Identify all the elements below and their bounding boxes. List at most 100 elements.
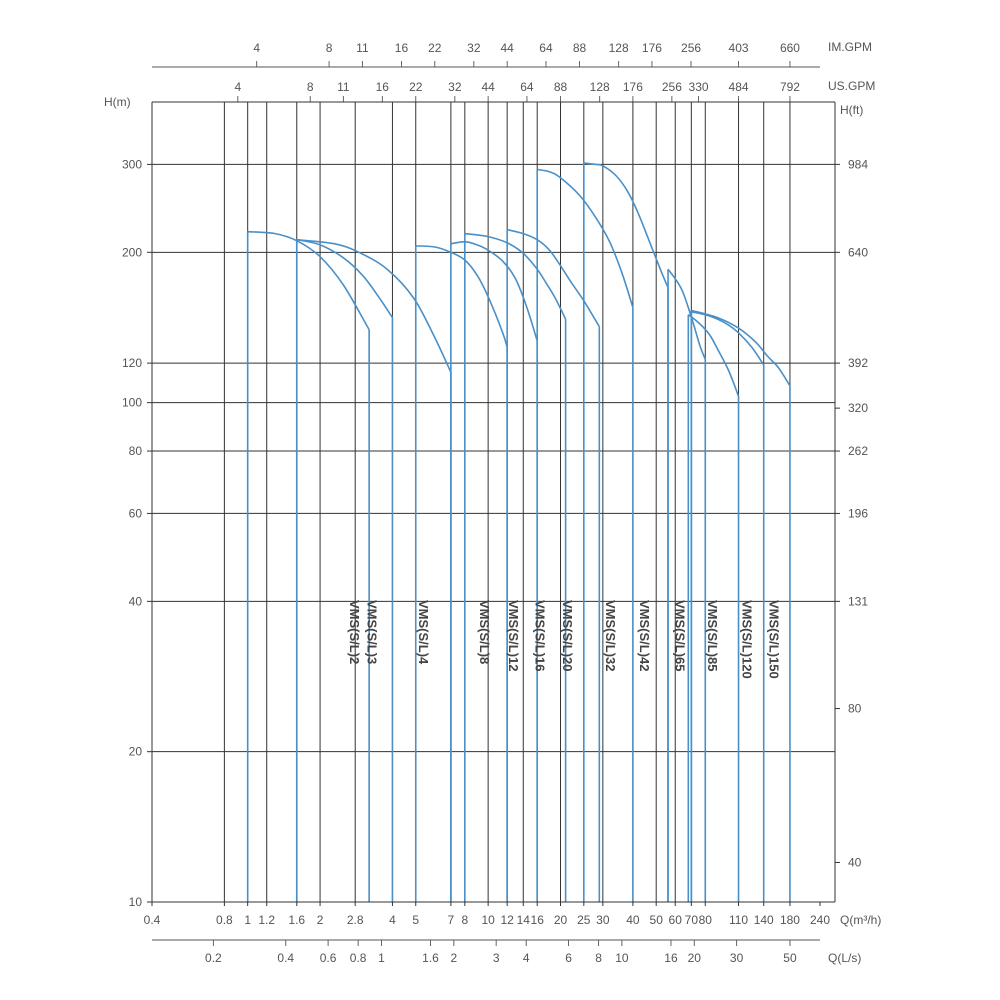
x-tick-label: 60 bbox=[669, 913, 683, 927]
usgpm-tick-label: 176 bbox=[623, 80, 643, 94]
curve-vms-s-l-2 bbox=[247, 230, 370, 331]
model-label: VMS(S/L)120 bbox=[740, 600, 755, 679]
x-tick-label: 2.8 bbox=[347, 913, 364, 927]
usgpm-tick-label: 8 bbox=[307, 80, 314, 94]
x-tick-label: 110 bbox=[729, 913, 748, 927]
x-tick-label: 25 bbox=[577, 913, 591, 927]
curve-vms-s-l-16 bbox=[464, 232, 567, 320]
ls-tick-label: 2 bbox=[450, 951, 457, 965]
x-tick-label: 16 bbox=[531, 913, 545, 927]
performance-curves bbox=[246, 162, 791, 902]
ls-tick-label: 20 bbox=[688, 951, 702, 965]
y2-tick-label: 984 bbox=[848, 157, 868, 171]
usgpm-axis-label: US.GPM bbox=[828, 79, 875, 93]
imgpm-tick-label: 16 bbox=[395, 41, 409, 55]
x-tick-label: 40 bbox=[626, 913, 640, 927]
curve-vms-s-l-8 bbox=[415, 245, 508, 348]
usgpm-tick-label: 484 bbox=[729, 80, 749, 94]
ls-axis-label: Q(L/s) bbox=[828, 951, 861, 965]
x-axis-label: Q(m³/h) bbox=[840, 913, 881, 927]
x-tick-label: 8 bbox=[461, 913, 468, 927]
ls-tick-label: 6 bbox=[565, 951, 572, 965]
y-tick-label: 200 bbox=[122, 245, 142, 259]
ls-tick-label: 8 bbox=[595, 951, 602, 965]
y-tick-label: 300 bbox=[122, 157, 142, 171]
x-tick-label: 180 bbox=[780, 913, 800, 927]
y-tick-label: 40 bbox=[129, 594, 143, 608]
curve-vms-s-l-12 bbox=[450, 240, 538, 342]
y2-tick-label: 80 bbox=[848, 702, 862, 716]
curve-vms-s-l-85 bbox=[687, 314, 740, 397]
imgpm-tick-label: 660 bbox=[780, 41, 800, 55]
usgpm-tick-label: 792 bbox=[780, 80, 800, 94]
x-tick-label: 30 bbox=[596, 913, 610, 927]
y2-tick-label: 131 bbox=[848, 594, 868, 608]
imgpm-axis-label: IM.GPM bbox=[828, 40, 872, 54]
x-tick-label: 70 bbox=[685, 913, 699, 927]
y-tick-label: 80 bbox=[129, 444, 143, 458]
usgpm-tick-label: 256 bbox=[662, 80, 682, 94]
model-labels: VMS(S/L)2 VMS(S/L)3 VMS(S/L)4 VMS(S/L)8 VMS(… bbox=[347, 600, 781, 679]
imgpm-tick-label: 4 bbox=[253, 41, 260, 55]
usgpm-tick-label: 11 bbox=[337, 80, 350, 94]
usgpm-tick-label: 32 bbox=[448, 80, 462, 94]
imgpm-tick-label: 8 bbox=[326, 41, 333, 55]
y2-tick-label: 262 bbox=[848, 444, 868, 458]
ls-tick-label: 1 bbox=[378, 951, 385, 965]
axes: H(m) H(ft) Q(m³/h) Q(L/s) US.GPM IM.GPM bbox=[104, 40, 881, 965]
imgpm-tick-label: 128 bbox=[609, 41, 629, 55]
x-tick-label: 1.6 bbox=[288, 913, 305, 927]
usgpm-tick-label: 128 bbox=[590, 80, 610, 94]
usgpm-tick-label: 88 bbox=[554, 80, 568, 94]
model-label: VMS(S/L)3 bbox=[364, 600, 379, 664]
x-tick-label: 7 bbox=[448, 913, 455, 927]
model-label: VMS(S/L)85 bbox=[705, 600, 720, 672]
x-tick-label: 50 bbox=[650, 913, 664, 927]
x-tick-label: 0.8 bbox=[216, 913, 233, 927]
ls-tick-label: 4 bbox=[523, 951, 530, 965]
grid bbox=[147, 61, 840, 946]
ls-tick-label: 0.6 bbox=[320, 951, 337, 965]
imgpm-tick-label: 403 bbox=[729, 41, 749, 55]
x-tick-label: 12 bbox=[500, 913, 514, 927]
curve-vms-s-l-20 bbox=[507, 228, 600, 328]
y-axis-label: H(m) bbox=[104, 95, 131, 109]
x-tick-label: 14 bbox=[517, 913, 531, 927]
y-tick-label: 20 bbox=[129, 745, 143, 759]
y-tick-label: 10 bbox=[129, 895, 143, 909]
curve-vms-s-l-150 bbox=[691, 309, 791, 387]
ls-tick-label: 30 bbox=[730, 951, 744, 965]
model-label: VMS(S/L)2 bbox=[347, 600, 362, 664]
ls-tick-label: 10 bbox=[615, 951, 629, 965]
model-label: VMS(S/L)8 bbox=[477, 600, 492, 664]
usgpm-tick-label: 22 bbox=[409, 80, 423, 94]
imgpm-tick-label: 32 bbox=[467, 41, 481, 55]
curve-vms-s-l-65 bbox=[667, 268, 707, 360]
usgpm-tick-label: 16 bbox=[376, 80, 390, 94]
y2-axis-label: H(ft) bbox=[840, 103, 863, 117]
model-label: VMS(S/L)16 bbox=[532, 600, 547, 672]
x-tick-label: 80 bbox=[699, 913, 713, 927]
x-tick-label: 20 bbox=[554, 913, 568, 927]
curve-vms-s-l-4 bbox=[296, 238, 452, 373]
curve-vms-s-l-120 bbox=[691, 311, 765, 366]
y2-tick-label: 392 bbox=[848, 356, 868, 370]
x-tick-label: 140 bbox=[754, 913, 774, 927]
y2-tick-label: 640 bbox=[848, 245, 868, 259]
ls-tick-label: 0.8 bbox=[350, 951, 367, 965]
ls-tick-label: 0.2 bbox=[205, 951, 222, 965]
model-label: VMS(S/L)150 bbox=[766, 600, 781, 679]
x-tick-label: 240 bbox=[810, 913, 830, 927]
ls-tick-label: 0.4 bbox=[277, 951, 294, 965]
imgpm-tick-label: 176 bbox=[642, 41, 662, 55]
model-label: VMS(S/L)4 bbox=[416, 600, 431, 665]
x-tick-label: 5 bbox=[412, 913, 419, 927]
ls-tick-label: 1.6 bbox=[422, 951, 439, 965]
usgpm-tick-label: 44 bbox=[481, 80, 495, 94]
imgpm-tick-label: 11 bbox=[356, 41, 369, 55]
ls-tick-label: 3 bbox=[493, 951, 500, 965]
y2-tick-label: 320 bbox=[848, 401, 868, 415]
usgpm-tick-label: 64 bbox=[520, 80, 534, 94]
ls-tick-label: 50 bbox=[783, 951, 797, 965]
